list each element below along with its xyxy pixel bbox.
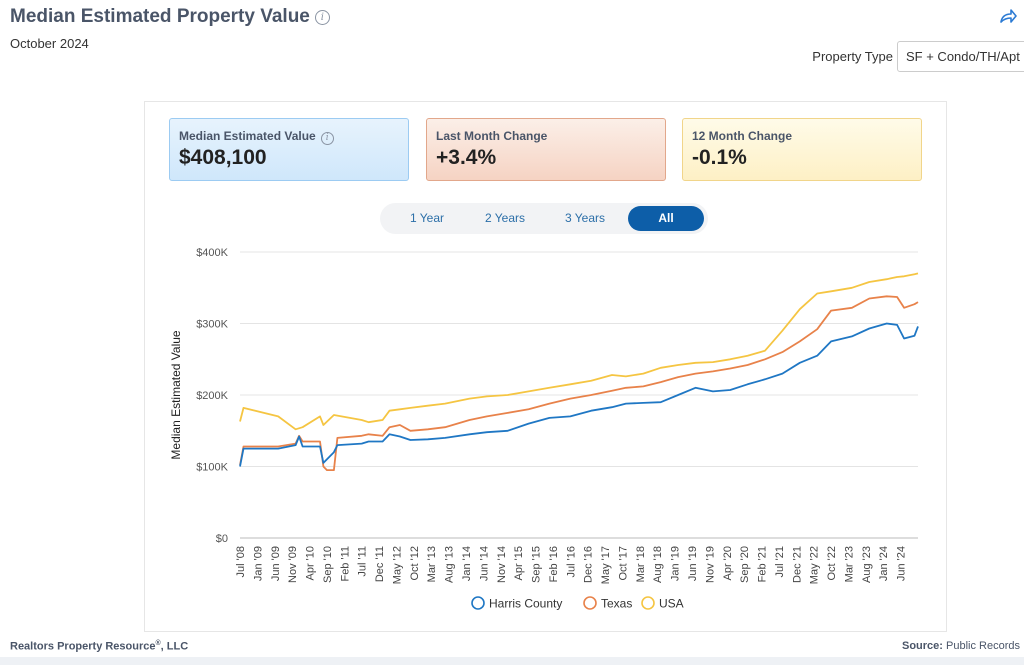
card-value: -0.1% [692, 146, 747, 169]
x-tick-label: Mar '23 [843, 546, 855, 582]
y-tick-label: $100K [196, 462, 228, 474]
x-tick-label: Jun '19 [687, 546, 699, 581]
range-1-year-button[interactable]: 1 Year [409, 211, 445, 225]
x-tick-label: Oct '12 [409, 546, 421, 581]
chart-panel [144, 101, 947, 632]
x-tick-label: Oct '22 [826, 546, 838, 581]
x-tick-label: May '12 [391, 546, 403, 584]
page-title: Median Estimated Property Value i [10, 6, 330, 28]
x-tick-label: Jul '08 [235, 546, 247, 577]
y-tick-label: $200K [196, 390, 228, 402]
x-tick-label: Apr '15 [513, 546, 525, 581]
property-value-chart: $0 $100K $200K $300K $400K Median Estimated V… [169, 247, 919, 611]
x-tick-label: Jan '09 [252, 546, 264, 581]
series-line-usa [239, 272, 919, 431]
x-tick-label: Jan '19 [670, 546, 682, 581]
property-type-select[interactable]: SF + Condo/TH/Apt [897, 41, 1024, 72]
x-tick-label: May '22 [809, 546, 821, 584]
x-tick-label: Mar '13 [426, 546, 438, 582]
info-icon[interactable]: i [320, 132, 334, 145]
x-tick-label: Aug '23 [861, 546, 873, 583]
x-tick-label: Dec '11 [374, 546, 386, 582]
property-type-label: Property Type [812, 49, 893, 64]
x-tick-label: Apr '20 [722, 546, 734, 581]
range-all-button[interactable]: All [628, 206, 704, 231]
card-label: Median Estimated Value i [179, 129, 334, 145]
x-tick-label: Feb '11 [339, 546, 351, 582]
y-tick-label: $400K [196, 247, 228, 259]
median-value-card: Median Estimated Value i $408,100 [169, 118, 409, 181]
x-tick-label: Jul '11 [357, 546, 369, 577]
range-3-years-button[interactable]: 3 Years [564, 211, 606, 225]
range-2-years-button[interactable]: 2 Years [484, 211, 526, 225]
x-tick-label: Jun '14 [478, 546, 490, 581]
y-axis-title: Median Estimated Value [169, 330, 183, 460]
share-icon[interactable] [998, 6, 1018, 26]
report-date: October 2024 [10, 36, 89, 51]
x-tick-label: Apr '10 [305, 546, 317, 581]
x-tick-label: Aug '18 [652, 546, 664, 583]
x-tick-label: Jul '21 [774, 546, 786, 577]
y-tick-label: $300K [196, 319, 228, 331]
range-selector: 1 Year 2 Years 3 Years All [380, 203, 708, 234]
x-tick-label: Jun '09 [270, 546, 282, 581]
x-tick-label: Jul '16 [565, 546, 577, 577]
x-tick-label: Jun '24 [896, 546, 908, 581]
x-tick-label: May '17 [600, 546, 612, 584]
legend-marker [641, 596, 655, 610]
x-tick-label: Dec '16 [583, 546, 595, 583]
last-month-change-card: Last Month Change +3.4% [426, 118, 666, 181]
series-line-harris-county [239, 322, 919, 467]
x-tick-label: Sep '10 [322, 546, 334, 583]
twelve-month-change-card: 12 Month Change -0.1% [682, 118, 922, 181]
card-value: $408,100 [179, 146, 267, 169]
x-tick-label: Nov '19 [704, 546, 716, 583]
x-tick-label: Nov '09 [287, 546, 299, 583]
legend-label: USA [659, 597, 684, 611]
card-label: 12 Month Change [692, 129, 793, 143]
info-icon[interactable]: i [314, 10, 330, 25]
x-tick-label: Jan '14 [461, 546, 473, 581]
y-tick-label: $0 [216, 533, 228, 545]
card-label: Last Month Change [436, 129, 548, 143]
x-tick-label: Sep '15 [531, 546, 543, 583]
x-tick-label: Sep '20 [739, 546, 751, 583]
x-tick-label: Jan '24 [878, 546, 890, 581]
copyright-text: Realtors Property Resource®, LLC [10, 640, 189, 653]
x-tick-label: Dec '21 [791, 546, 803, 583]
legend-label: Texas [601, 597, 632, 611]
bottom-bar [0, 657, 1024, 665]
x-tick-label: Feb '21 [757, 546, 769, 582]
x-tick-label: Nov '14 [496, 546, 508, 583]
legend-marker [471, 596, 485, 610]
series-line-texas [239, 295, 919, 471]
x-tick-label: Mar '18 [635, 546, 647, 582]
legend-label: Harris County [489, 597, 562, 611]
x-tick-label: Oct '17 [617, 546, 629, 581]
source-text: Source: Public Records [901, 640, 1020, 652]
x-tick-label: Feb '16 [548, 546, 560, 582]
card-value: +3.4% [436, 146, 497, 169]
x-tick-label: Aug '13 [444, 546, 456, 583]
legend-marker [583, 596, 597, 610]
